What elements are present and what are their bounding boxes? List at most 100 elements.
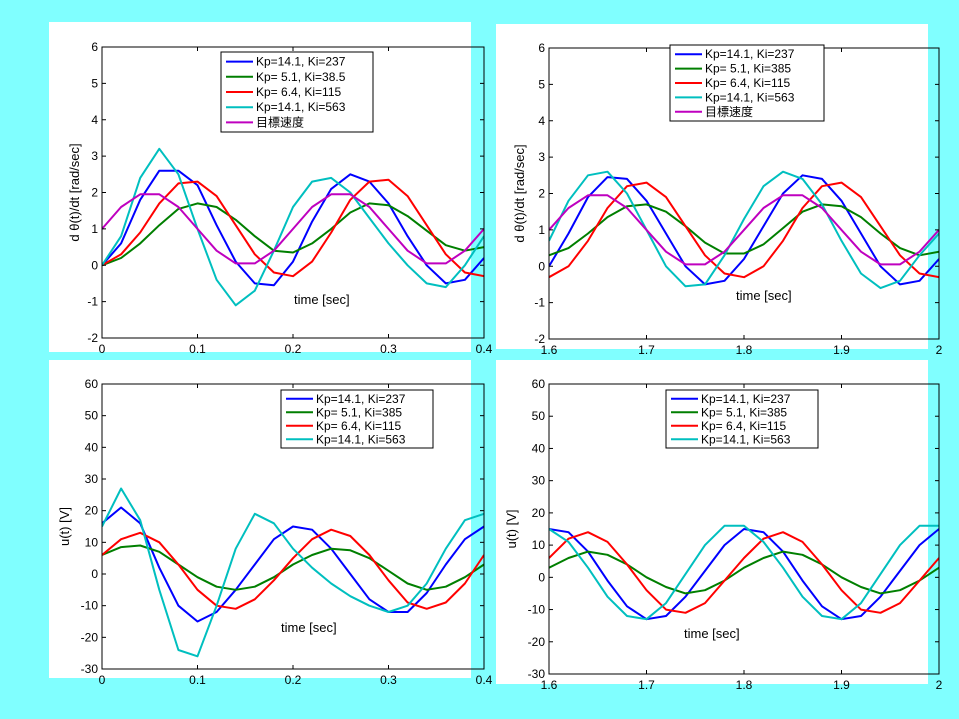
x-tick-label: 2	[936, 678, 943, 692]
y-tick-label: 50	[85, 409, 99, 423]
y-tick-label: 2	[538, 187, 545, 201]
y-tick-label: 60	[532, 377, 546, 391]
y-tick-label: 60	[85, 377, 99, 391]
x-axis-label: time [sec]	[736, 288, 792, 303]
y-axis-label: d θ(t)/dt [rad/sec]	[512, 144, 527, 242]
plot-lines	[102, 147, 484, 307]
chart-panel-2: 1.6 1.7 1.8 1.9 2 -2 -1 0 1 2 3 4 5 6 time [sec] d θ(t)…	[496, 24, 943, 357]
y-tick-label: 5	[538, 77, 545, 91]
legend-entry-2: Kp= 5.1, Ki=385	[705, 62, 791, 76]
legend-entry-5: 目標速度	[256, 114, 304, 129]
legend-entry-2: Kp= 5.1, Ki=38.5	[256, 70, 346, 84]
x-tick-label: 1.9	[833, 678, 850, 692]
x-axis-label: time [sec]	[684, 626, 740, 641]
legend-entry-2: Kp= 5.1, Ki=385	[701, 405, 787, 419]
y-tick-label: 1	[91, 222, 98, 236]
x-tick-label: 0.3	[380, 342, 397, 356]
y-tick-label: -10	[81, 599, 99, 613]
series-line-3	[102, 528, 484, 610]
series-line-4	[549, 170, 939, 290]
series-line-4	[549, 524, 939, 621]
series-line-3	[102, 178, 484, 278]
series-line-4	[102, 487, 484, 658]
chart-svg-1: 0 0.1 0.2 0.3 0.4 -2 -1 0 1 2 3 4 5 6 time [sec] d θ(t)…	[67, 40, 493, 356]
y-tick-label: 20	[532, 506, 546, 520]
y-tick-label: -1	[87, 295, 98, 309]
legend-entry-1: Kp=14.1, Ki=237	[701, 392, 791, 406]
x-tick-label: 1.9	[833, 343, 850, 357]
y-tick-label: -20	[81, 630, 99, 644]
y-tick-label: 6	[538, 41, 545, 55]
y-tick-label: -1	[534, 296, 545, 310]
series-line-1	[102, 506, 484, 623]
series-line-4	[102, 147, 484, 307]
legend-entry-3: Kp= 6.4, Ki=115	[316, 419, 402, 433]
chart-panel-1: 0 0.1 0.2 0.3 0.4 -2 -1 0 1 2 3 4 5 6 time [sec] d θ(t)…	[49, 22, 493, 356]
series-line-5	[549, 194, 939, 266]
legend-entry-3: Kp= 6.4, Ki=115	[705, 76, 791, 90]
x-tick-label: 1.8	[736, 343, 753, 357]
legend-entry-4: Kp=14.1, Ki=563	[256, 100, 346, 114]
y-axis-label: d θ(t)/dt [rad/sec]	[67, 143, 82, 241]
x-tick-label: 1.7	[638, 678, 655, 692]
x-tick-label: 1.8	[736, 678, 753, 692]
y-tick-label: -10	[528, 603, 546, 617]
y-tick-label: -2	[87, 331, 98, 345]
y-tick-label: 1	[538, 223, 545, 237]
legend-entry-4: Kp=14.1, Ki=563	[701, 432, 791, 446]
chart-svg-3: 0 0.1 0.2 0.3 0.4 -30 -20 -10 0 10 20 30 40 50 60 time …	[57, 377, 493, 687]
y-tick-label: 5	[91, 76, 98, 90]
x-tick-label: 0.4	[476, 673, 493, 687]
legend-entry-3: Kp= 6.4, Ki=115	[256, 85, 342, 99]
y-tick-label: 40	[532, 441, 546, 455]
plot-lines	[549, 170, 939, 290]
plot-lines	[102, 487, 484, 658]
x-tick-label: 0	[99, 673, 106, 687]
series-line-2	[102, 544, 484, 591]
y-tick-label: 20	[85, 504, 99, 518]
y-axis-label: u(t) [V]	[57, 507, 72, 546]
chart-svg-2: 1.6 1.7 1.8 1.9 2 -2 -1 0 1 2 3 4 5 6 time [sec] d θ(t)…	[512, 41, 943, 357]
y-tick-label: 10	[85, 535, 99, 549]
x-tick-label: 0.1	[189, 342, 206, 356]
y-tick-label: 40	[85, 440, 99, 454]
y-tick-label: 3	[538, 150, 545, 164]
y-tick-label: 2	[91, 186, 98, 200]
y-tick-label: 4	[538, 114, 545, 128]
y-tick-label: 0	[538, 259, 545, 273]
y-tick-label: 50	[532, 409, 546, 423]
legend-entry-3: Kp= 6.4, Ki=115	[701, 419, 787, 433]
x-tick-label: 1.6	[541, 343, 558, 357]
x-axis-label: time [sec]	[281, 620, 337, 635]
x-tick-label: 0.2	[285, 673, 302, 687]
y-tick-label: -2	[534, 332, 545, 346]
y-tick-label: 0	[538, 570, 545, 584]
y-tick-label: 4	[91, 113, 98, 127]
series-line-2	[549, 550, 939, 595]
x-tick-label: 1.7	[638, 343, 655, 357]
legend-entry-4: Kp=14.1, Ki=563	[316, 432, 406, 446]
y-tick-label: 0	[91, 258, 98, 272]
x-tick-label: 0	[99, 342, 106, 356]
x-tick-label: 0.3	[380, 673, 397, 687]
series-line-3	[549, 181, 939, 279]
legend-entry-2: Kp= 5.1, Ki=385	[316, 405, 402, 419]
y-tick-label: 0	[91, 567, 98, 581]
plot-lines	[549, 524, 939, 621]
legend-entry-4: Kp=14.1, Ki=563	[705, 90, 795, 104]
x-tick-label: 1.6	[541, 678, 558, 692]
x-tick-label: 2	[936, 343, 943, 357]
x-tick-label: 0.2	[285, 342, 302, 356]
chart-svg-4: 1.6 1.7 1.8 1.9 2 -30 -20 -10 0 10 20 30 40 50 60 time …	[504, 377, 943, 692]
y-axis-label: u(t) [V]	[504, 509, 519, 548]
y-tick-label: -30	[81, 662, 99, 676]
y-tick-label: 30	[85, 472, 99, 486]
y-tick-label: -30	[528, 667, 546, 681]
series-line-2	[549, 203, 939, 257]
legend-entry-1: Kp=14.1, Ki=237	[705, 47, 795, 61]
series-line-2	[102, 202, 484, 267]
